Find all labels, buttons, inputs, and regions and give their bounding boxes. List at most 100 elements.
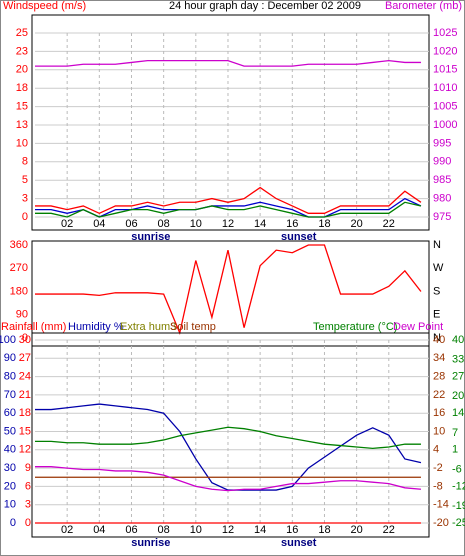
y-tick-label: 1025 [433, 27, 457, 39]
x-tick-label: 12 [222, 218, 234, 230]
y-tick-label: 12 [19, 444, 31, 456]
legend-label: Rainfall (mm) [1, 321, 66, 333]
x-tick-label: 18 [318, 218, 330, 230]
y-tick-label: 0 [10, 517, 16, 529]
panel-frame [31, 14, 430, 231]
series-line [35, 201, 422, 218]
legend-label: Humidity % [68, 321, 124, 333]
y-tick-label: 270 [10, 262, 28, 274]
y-tick-label: 1005 [433, 101, 457, 113]
y-tick-label: 995 [433, 137, 451, 149]
x-tick-label: 22 [383, 524, 395, 536]
y-tick-label: 10 [16, 137, 28, 149]
y-tick-label: N [433, 332, 441, 344]
panel-frame [31, 240, 430, 347]
y-tick-label: 16 [433, 407, 445, 419]
x-tick-label: 02 [61, 524, 73, 536]
y2-axis-label: Barometer (mb) [385, 0, 462, 12]
x-tick-label: 16 [286, 524, 298, 536]
x-tick-label: 10 [190, 218, 202, 230]
y-tick-label: -2 [433, 462, 443, 474]
y-tick-label: 0 [22, 211, 28, 223]
annotation: sunset [281, 537, 317, 549]
y-tick-label: 180 [10, 285, 28, 297]
y-tick-label: 20 [452, 390, 464, 402]
x-tick-label: 08 [158, 218, 170, 230]
y-tick-label: N [433, 239, 441, 251]
y-tick-label: 1020 [433, 45, 457, 57]
legend-label: Soil temp [170, 321, 216, 333]
y-tick-label: -19 [452, 500, 465, 512]
y-tick-label: -12 [452, 480, 465, 492]
x-tick-label: 08 [158, 524, 170, 536]
y-tick-label: 100 [0, 334, 16, 346]
y-tick-label: 13 [16, 119, 28, 131]
y-tick-label: 10 [433, 425, 445, 437]
y-tick-label: 70 [4, 389, 16, 401]
x-tick-label: 04 [93, 218, 105, 230]
y-tick-label: 25 [16, 27, 28, 39]
x-tick-label: 22 [383, 218, 395, 230]
legend-label: Dew Point [393, 321, 443, 333]
y-tick-label: S [433, 285, 440, 297]
y-tick-label: 28 [433, 371, 445, 383]
y-tick-label: 9 [25, 462, 31, 474]
y-tick-label: 975 [433, 211, 451, 223]
y-tick-label: 21 [19, 389, 31, 401]
annotation: sunrise [131, 537, 170, 549]
series-line [35, 426, 421, 450]
y-tick-label: 33 [452, 354, 464, 366]
y-tick-label: 30 [4, 462, 16, 474]
series-line [35, 186, 422, 215]
y-tick-label: 0 [25, 517, 31, 529]
x-tick-label: 02 [61, 218, 73, 230]
x-tick-label: 10 [190, 524, 202, 536]
y-tick-label: 8 [22, 156, 28, 168]
y-tick-label: -14 [433, 499, 449, 511]
y-tick-label: -8 [433, 480, 443, 492]
y-tick-label: 14 [452, 407, 464, 419]
y-tick-label: 980 [433, 193, 451, 205]
y-tick-label: 360 [10, 239, 28, 251]
y-tick-label: -6 [452, 463, 462, 475]
y-tick-label: 50 [4, 425, 16, 437]
y-axis-label: Windspeed (m/s) [3, 0, 86, 12]
x-tick-label: 12 [222, 524, 234, 536]
x-tick-label: 04 [93, 524, 105, 536]
y-tick-label: 27 [452, 371, 464, 383]
x-tick-label: 20 [351, 524, 363, 536]
y-tick-label: 3 [22, 193, 28, 205]
y-tick-label: 6 [25, 480, 31, 492]
y-tick-label: -25 [452, 517, 465, 529]
y-tick-label: 7 [452, 427, 458, 439]
y-tick-label: 10 [4, 499, 16, 511]
y-tick-label: E [433, 309, 440, 321]
y-tick-label: 20 [16, 64, 28, 76]
panel-frame [31, 332, 430, 538]
y-tick-label: 1 [452, 444, 458, 456]
y-tick-label: 60 [4, 407, 16, 419]
y-tick-label: 15 [16, 101, 28, 113]
y-tick-label: 20 [4, 480, 16, 492]
y-tick-label: 80 [4, 371, 16, 383]
y-tick-label: W [433, 262, 444, 274]
x-tick-label: 18 [318, 524, 330, 536]
x-tick-label: 06 [125, 524, 137, 536]
y-tick-label: 985 [433, 174, 451, 186]
series-line [35, 466, 422, 492]
y-tick-label: 34 [433, 352, 445, 364]
y-tick-label: 18 [16, 82, 28, 94]
y-tick-label: 5 [22, 174, 28, 186]
y-tick-label: 1010 [433, 82, 457, 94]
y-tick-label: 3 [25, 499, 31, 511]
x-tick-label: 20 [351, 218, 363, 230]
y-tick-label: 15 [19, 425, 31, 437]
series-line [35, 244, 422, 335]
y-tick-label: 990 [433, 156, 451, 168]
y-tick-label: 18 [19, 407, 31, 419]
legend-label: Extra hum3 [120, 321, 176, 333]
y-tick-label: 0 [22, 332, 28, 344]
